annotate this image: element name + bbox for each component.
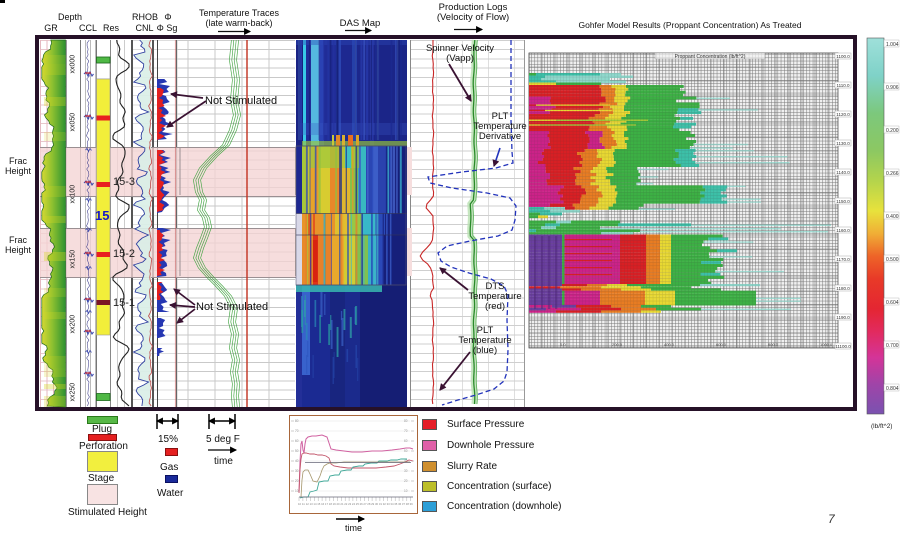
svg-text:16: 16 [321, 502, 325, 506]
svg-text:1110.0: 1110.0 [836, 83, 850, 88]
svg-text:13: 13 [310, 502, 314, 506]
svg-text:40: 40 [295, 459, 299, 463]
svg-text:1140.0: 1140.0 [836, 170, 850, 175]
svg-text:200.0: 200.0 [612, 342, 623, 347]
svg-text:22: 22 [344, 502, 348, 506]
svg-text:1180.0: 1180.0 [836, 286, 850, 291]
svg-text:28: 28 [367, 502, 371, 506]
svg-text:24: 24 [352, 502, 356, 506]
svg-text:14: 14 [313, 502, 317, 506]
svg-text:1160.0: 1160.0 [836, 228, 850, 233]
svg-text:80: 80 [295, 419, 299, 423]
svg-text:0.200: 0.200 [886, 128, 899, 134]
svg-text:18: 18 [329, 502, 333, 506]
svg-text:0.604: 0.604 [886, 300, 899, 306]
svg-text:50: 50 [295, 449, 299, 453]
svg-text:34: 34 [390, 502, 394, 506]
svg-text:37: 37 [402, 502, 406, 506]
svg-text:1150.0: 1150.0 [836, 199, 850, 204]
svg-text:0.500: 0.500 [886, 257, 899, 263]
svg-text:1100.0: 1100.0 [836, 54, 850, 59]
svg-text:0.400: 0.400 [886, 214, 899, 220]
svg-text:33: 33 [387, 502, 391, 506]
svg-text:1.004: 1.004 [886, 42, 899, 48]
svg-text:19: 19 [333, 502, 337, 506]
svg-text:0.700: 0.700 [886, 343, 899, 349]
svg-text:11: 11 [302, 502, 305, 506]
svg-text:70: 70 [295, 429, 299, 433]
svg-text:30: 30 [375, 502, 379, 506]
svg-text:26: 26 [360, 502, 364, 506]
svg-text:(lb/ft^2): (lb/ft^2) [871, 423, 892, 430]
svg-text:1170.0: 1170.0 [836, 257, 850, 262]
svg-text:39: 39 [410, 502, 414, 506]
svg-text:10: 10 [298, 502, 302, 506]
svg-text:25: 25 [356, 502, 360, 506]
svg-text:10: 10 [295, 489, 299, 493]
svg-text:1000.0: 1000.0 [820, 342, 833, 347]
svg-text:800.0: 800.0 [768, 342, 779, 347]
svg-text:36: 36 [398, 502, 402, 506]
svg-text:600.0: 600.0 [716, 342, 727, 347]
svg-text:38: 38 [406, 502, 410, 506]
svg-text:20: 20 [337, 502, 341, 506]
svg-text:0.0: 0.0 [560, 342, 566, 347]
svg-text:12: 12 [306, 502, 310, 506]
svg-text:1120.0: 1120.0 [836, 112, 850, 117]
svg-text:29: 29 [371, 502, 375, 506]
svg-text:15: 15 [317, 502, 321, 506]
svg-text:0.266: 0.266 [886, 171, 899, 177]
svg-text:17: 17 [325, 502, 329, 506]
svg-text:35: 35 [394, 502, 398, 506]
svg-text:0.804: 0.804 [886, 386, 899, 392]
svg-text:21: 21 [340, 502, 344, 506]
svg-text:11100.0: 11100.0 [835, 344, 851, 349]
svg-text:23: 23 [348, 502, 352, 506]
svg-text:31: 31 [379, 502, 383, 506]
svg-text:32: 32 [383, 502, 387, 506]
svg-text:400.0: 400.0 [664, 342, 675, 347]
svg-text:20: 20 [295, 479, 299, 483]
svg-text:30: 30 [295, 469, 299, 473]
svg-text:1190.0: 1190.0 [836, 315, 850, 320]
svg-text:0.906: 0.906 [886, 85, 899, 91]
svg-text:1130.0: 1130.0 [836, 141, 850, 146]
svg-text:60: 60 [295, 439, 299, 443]
svg-text:27: 27 [363, 502, 367, 506]
